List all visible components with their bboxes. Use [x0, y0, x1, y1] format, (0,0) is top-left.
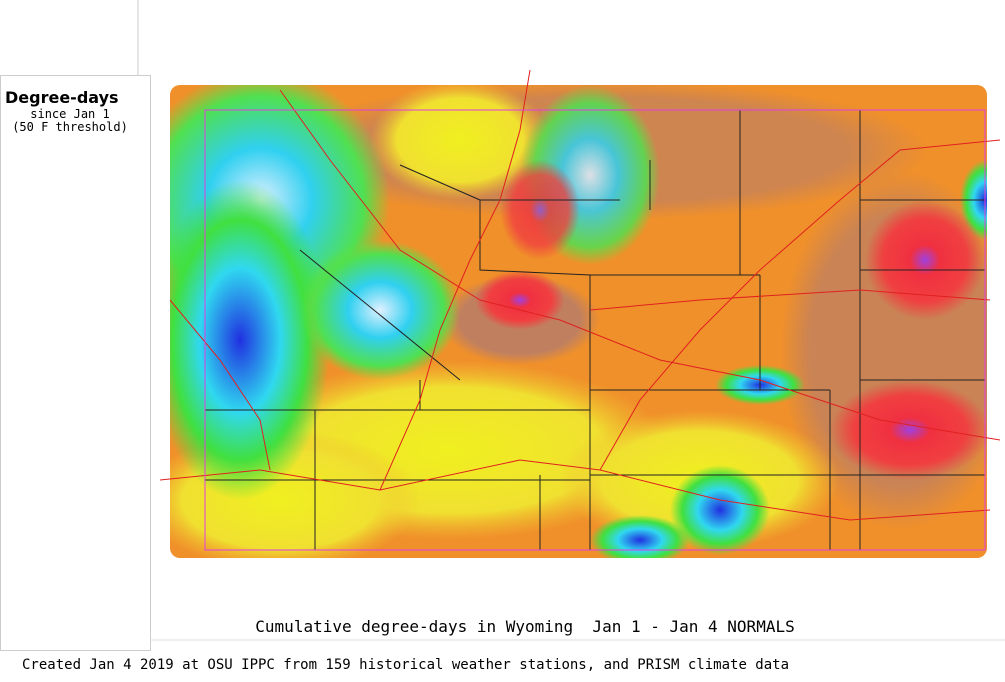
map-raster: [170, 85, 987, 558]
map-zone: [590, 515, 690, 558]
map-zone: [300, 240, 460, 380]
map-zone: [865, 200, 985, 320]
map-title: Cumulative degree-days in Wyoming Jan 1 …: [255, 617, 794, 636]
map-zone: [475, 270, 565, 330]
map-zone: [500, 160, 580, 260]
legend-title: Degree-days: [5, 88, 119, 107]
map-zone: [670, 465, 770, 555]
map-zone: [830, 380, 987, 480]
footer-credit: Created Jan 4 2019 at OSU IPPC from 159 …: [22, 657, 789, 673]
legend-threshold: (50 F threshold): [12, 120, 128, 134]
map-zone: [170, 180, 330, 500]
legend-panel: [0, 75, 151, 651]
roads: [159, 69, 1001, 521]
state-border: [204, 109, 986, 551]
legend-subtitle: since Jan 1: [30, 107, 109, 121]
